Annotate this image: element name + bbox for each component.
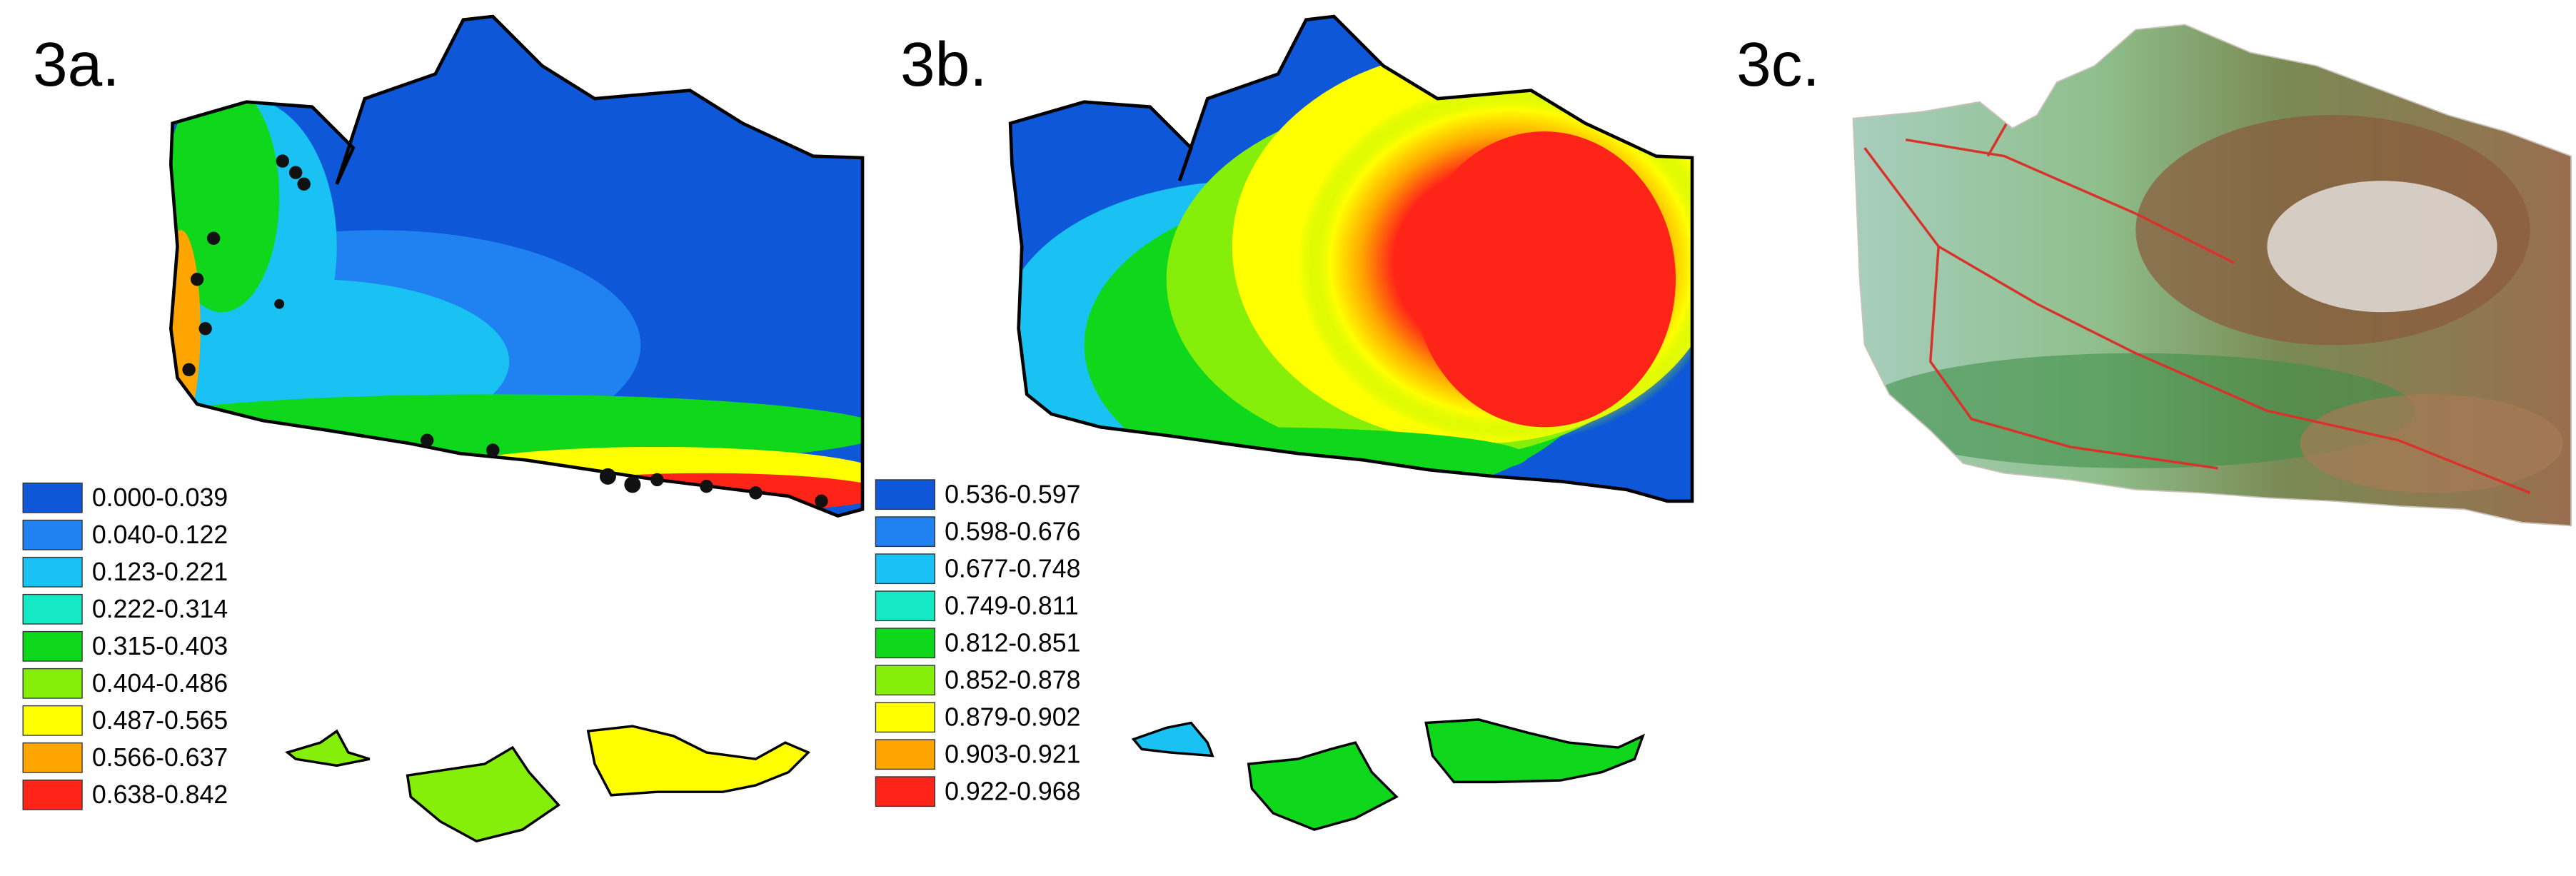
- legend-swatch: [875, 516, 935, 548]
- legend-label: 0.222-0.314: [92, 595, 228, 623]
- legend-label: 0.536-0.597: [945, 480, 1080, 508]
- legend-label: 0.566-0.637: [92, 743, 228, 772]
- legend-swatch: [22, 519, 83, 550]
- legend-swatch: [875, 702, 935, 733]
- legend-label: 0.315-0.403: [92, 632, 228, 660]
- legend-swatch: [875, 776, 935, 807]
- legend-label: 0.749-0.811: [945, 591, 1079, 620]
- legend-label: 0.852-0.878: [945, 665, 1080, 694]
- map-3b: [1008, 14, 1694, 831]
- legend-swatch: [875, 479, 935, 510]
- legend-swatch: [22, 630, 83, 662]
- legend-swatch: [875, 739, 935, 770]
- legend-label: 0.598-0.676: [945, 517, 1080, 545]
- map-3c: [1852, 24, 2572, 527]
- legend-swatch: [22, 779, 83, 810]
- legend-swatch: [875, 628, 935, 659]
- legend-label: 0.677-0.748: [945, 554, 1080, 583]
- legend-label: 0.040-0.122: [92, 520, 228, 549]
- legend-swatch: [22, 742, 83, 773]
- legend-label: 0.812-0.851: [945, 628, 1080, 657]
- legend-label: 0.487-0.565: [92, 706, 228, 735]
- legend-label: 0.922-0.968: [945, 777, 1080, 805]
- panel-label: 3c.: [1736, 29, 1820, 99]
- legend-label: 0.123-0.221: [92, 558, 228, 586]
- legend-swatch: [22, 705, 83, 736]
- legend-label: 0.404-0.486: [92, 669, 228, 698]
- legend-swatch: [875, 590, 935, 622]
- legend-swatch: [22, 482, 83, 513]
- legend-swatch: [22, 668, 83, 699]
- legend-label: 0.879-0.902: [945, 703, 1080, 731]
- legend-swatch: [22, 593, 83, 625]
- legend-label: 0.903-0.921: [945, 740, 1080, 768]
- annotations: 3a. 0.000-0.039 0.040-0.122 0.123-0.221 0.22…: [22, 29, 1820, 810]
- panel-label: 3a.: [33, 29, 120, 99]
- panel-label: 3b.: [900, 29, 987, 99]
- legend-swatch: [22, 556, 83, 588]
- legend-swatch: [875, 665, 935, 696]
- legend-swatch: [875, 553, 935, 585]
- legend-label: 0.000-0.039: [92, 483, 228, 512]
- legend-label: 0.638-0.842: [92, 780, 228, 809]
